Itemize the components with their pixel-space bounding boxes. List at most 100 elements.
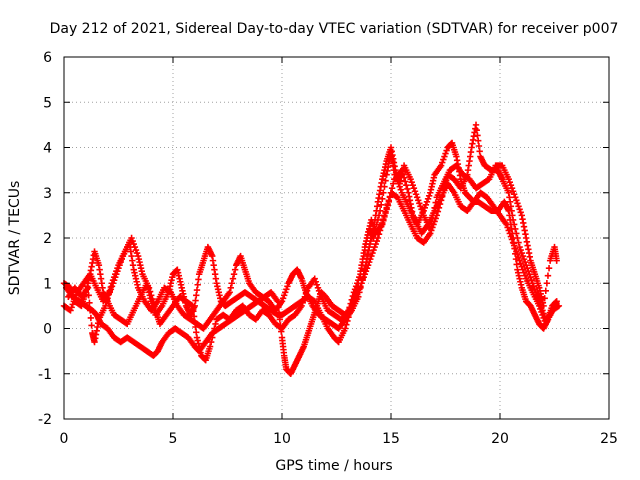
data-point [352,283,360,290]
data-point [342,325,349,332]
data-point [512,225,519,233]
data-point [517,209,524,216]
data-point [303,287,311,294]
data-point [302,290,310,298]
data-point [86,307,94,314]
data-point [537,305,544,313]
data-point [207,338,215,346]
data-point [508,236,516,243]
data-point [278,298,286,305]
data-point [312,278,319,285]
data-point [380,217,387,224]
data-point [520,269,528,276]
data-point [409,182,416,189]
data-point [507,233,515,240]
data-point [519,266,527,273]
data-point [507,182,515,189]
data-point [360,252,367,260]
y-tick-labels: -2 -1 0 1 2 3 4 5 6 [38,50,52,428]
y-tick-label: 1 [43,276,52,292]
data-point [298,302,305,310]
data-point [411,188,419,195]
data-point [503,221,510,228]
data-point [346,304,353,311]
data-point [87,314,95,322]
data-point [369,249,376,257]
data-point [112,271,119,278]
data-point [283,286,290,293]
data-point [301,293,309,301]
data-point [386,194,394,201]
data-point [105,291,112,298]
data-point [133,249,141,257]
data-point [517,260,524,267]
data-point [396,183,403,190]
data-point [536,302,543,310]
data-point [442,150,449,157]
data-point [516,243,523,251]
data-point [538,308,545,316]
data-point [521,272,529,279]
data-point [104,295,111,302]
y-tick-label: 0 [43,322,52,338]
data-point [510,242,518,249]
data-point [515,203,522,210]
data-point [423,198,431,205]
data-point [424,195,432,202]
data-point [368,252,375,260]
data-point [103,298,110,306]
data-point [282,289,289,296]
data-point [553,298,560,305]
data-point [299,299,306,307]
data-point [508,185,516,192]
data-point [211,325,218,332]
data-point [505,227,512,234]
data-point [412,191,420,198]
data-point [372,240,379,248]
x-tick-label: 10 [273,431,291,447]
data-point [229,275,237,282]
data-point [526,271,533,278]
data-point [514,200,521,207]
data-point [513,248,520,255]
data-point [510,221,518,228]
data-point [515,254,522,261]
data-point [359,275,366,282]
data-point [311,275,318,282]
data-point [349,292,357,300]
data-point [519,252,527,260]
data-point [381,213,388,221]
x-axis-label: GPS time / hours [275,458,392,474]
data-point [524,264,531,272]
data-point [84,284,92,291]
data-point [371,243,378,251]
x-tick-label: 20 [491,431,509,447]
data-point [512,245,519,252]
data-point [106,287,113,294]
data-point [359,258,366,266]
data-point [514,251,521,258]
data-point [410,185,418,192]
data-point [419,209,426,216]
data-point [151,303,158,310]
data-point [518,263,525,270]
data-point [148,292,155,299]
data-point [389,180,397,187]
data-point [228,280,236,287]
data-point [506,230,514,237]
data-point [408,178,415,186]
data-point [130,240,137,248]
data-point [357,271,364,278]
data-point [358,264,365,272]
series-trace-c [60,144,560,332]
data-point [422,201,430,209]
data-point [427,225,434,233]
data-point [231,266,239,273]
data-point [85,292,92,299]
data-point [520,255,528,263]
data-point [108,280,116,287]
data-point [515,239,522,246]
data-point [149,295,156,303]
data-point [107,283,115,291]
